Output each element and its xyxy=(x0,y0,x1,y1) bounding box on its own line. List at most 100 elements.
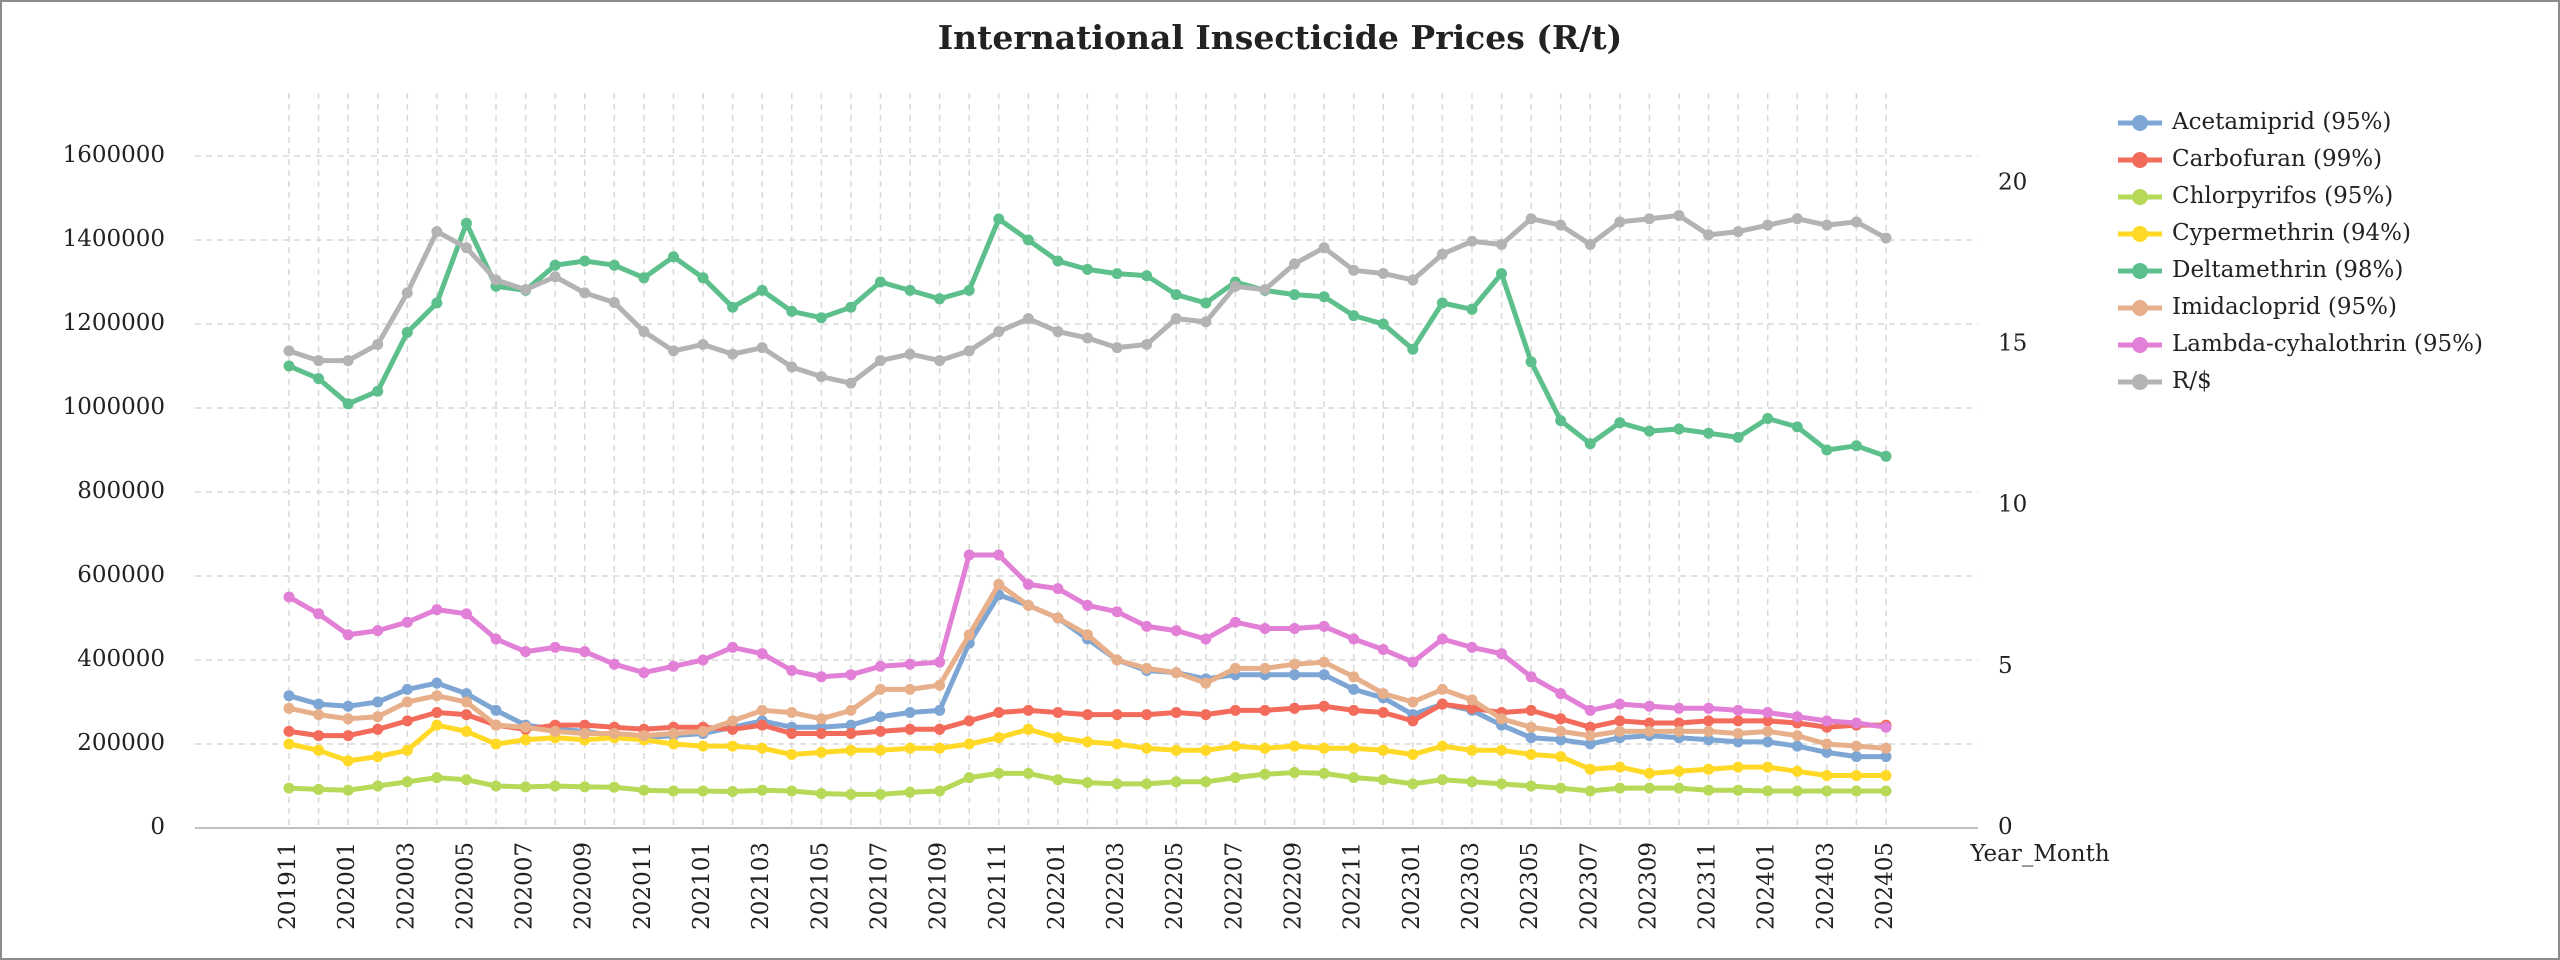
data-point xyxy=(815,671,827,683)
data-point xyxy=(727,740,739,752)
legend-marker xyxy=(2132,337,2148,353)
data-point xyxy=(283,702,295,714)
data-point xyxy=(579,781,591,793)
data-point xyxy=(1200,633,1212,645)
data-point xyxy=(1436,740,1448,752)
data-point xyxy=(579,255,591,267)
data-point xyxy=(934,742,946,754)
data-point xyxy=(638,326,650,338)
data-point xyxy=(1436,248,1448,260)
data-point xyxy=(460,688,472,700)
data-point xyxy=(874,711,886,723)
data-point xyxy=(1555,688,1567,700)
legend-label: Carbofuran (99%) xyxy=(2172,146,2382,172)
data-point xyxy=(1022,767,1034,779)
data-point xyxy=(1318,620,1330,632)
data-point xyxy=(1259,662,1271,674)
data-point xyxy=(1643,717,1655,729)
legend-label: R/$ xyxy=(2172,368,2212,394)
data-point xyxy=(993,213,1005,225)
data-point xyxy=(1318,291,1330,303)
data-point xyxy=(401,326,413,338)
data-point xyxy=(1082,629,1093,641)
x-tick-label: 202203 xyxy=(1103,842,1129,930)
data-point xyxy=(283,725,295,737)
data-point xyxy=(490,780,502,792)
legend-marker xyxy=(2132,189,2148,205)
data-point xyxy=(963,772,975,784)
data-point xyxy=(1525,704,1537,716)
data-point xyxy=(727,348,739,360)
data-point xyxy=(608,658,620,670)
data-point xyxy=(608,781,620,793)
data-point xyxy=(697,785,709,797)
data-point xyxy=(1259,284,1271,296)
data-point xyxy=(1821,785,1833,797)
data-point xyxy=(460,725,472,737)
data-point xyxy=(845,301,857,313)
data-point xyxy=(667,728,679,739)
data-point xyxy=(1259,623,1271,634)
data-point xyxy=(1141,778,1153,790)
data-point xyxy=(904,284,916,296)
data-point xyxy=(1791,421,1803,433)
data-point xyxy=(1880,721,1892,733)
data-point xyxy=(756,648,768,660)
data-point xyxy=(313,608,325,620)
data-point xyxy=(815,746,827,758)
data-point xyxy=(372,696,384,708)
data-point xyxy=(727,301,739,313)
data-point xyxy=(431,707,443,718)
data-point xyxy=(1052,707,1064,718)
data-point xyxy=(1229,280,1241,292)
data-point xyxy=(372,385,384,397)
data-point xyxy=(1880,232,1892,244)
y2-tick-label: 0 xyxy=(1998,814,2013,840)
data-point xyxy=(1673,702,1685,714)
data-point xyxy=(993,326,1005,338)
data-point xyxy=(1141,709,1153,721)
data-point xyxy=(1762,413,1774,424)
data-point xyxy=(1377,774,1389,786)
data-point xyxy=(934,785,946,797)
data-point xyxy=(1082,599,1093,611)
y2-tick-label: 10 xyxy=(1998,492,2027,518)
data-point xyxy=(1880,450,1892,462)
data-point xyxy=(342,355,354,367)
data-point xyxy=(934,723,946,735)
data-point xyxy=(1170,776,1182,788)
data-point xyxy=(1022,578,1034,590)
data-point xyxy=(934,656,946,668)
data-point xyxy=(1052,255,1064,267)
x-tick-label: 202105 xyxy=(807,842,833,930)
data-point xyxy=(431,772,443,784)
data-point xyxy=(1496,713,1508,725)
data-point xyxy=(904,348,916,360)
data-point xyxy=(993,767,1005,779)
x-tick-label: 202405 xyxy=(1872,842,1898,930)
data-point xyxy=(1821,444,1833,456)
x-tick-label: 202003 xyxy=(393,842,419,930)
data-point xyxy=(1732,761,1744,773)
data-point xyxy=(1584,721,1596,733)
data-point xyxy=(1850,785,1862,797)
data-point xyxy=(1584,730,1596,742)
data-point xyxy=(1229,772,1241,784)
data-point xyxy=(1200,709,1212,721)
data-point xyxy=(1170,625,1182,637)
data-point xyxy=(1614,782,1626,794)
data-point xyxy=(460,608,472,620)
data-point xyxy=(1703,763,1715,775)
data-point xyxy=(1200,297,1212,309)
data-point xyxy=(1318,700,1330,712)
data-point xyxy=(1584,763,1596,775)
y-tick-label: 600000 xyxy=(77,562,165,588)
series xyxy=(283,549,1892,733)
data-point xyxy=(1850,216,1862,228)
data-point xyxy=(372,751,384,763)
series xyxy=(283,578,1892,754)
data-point xyxy=(1643,425,1655,437)
y-tick-label: 1000000 xyxy=(63,394,165,420)
data-point xyxy=(1022,313,1034,325)
